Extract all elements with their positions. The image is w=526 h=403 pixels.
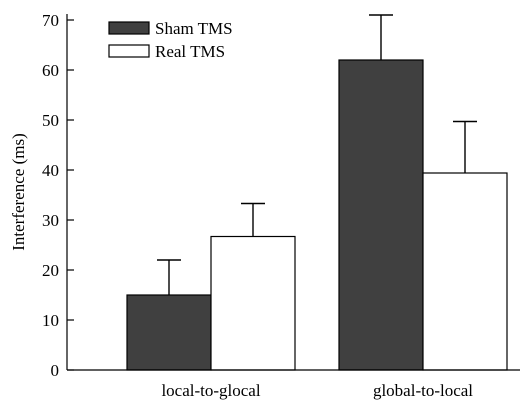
y-tick-label: 0 [51,361,60,380]
bars-layer [126,59,508,371]
y-tick-label: 50 [42,111,59,130]
x-category-label: local-to-glocal [161,381,260,400]
y-tick-label: 40 [42,161,59,180]
y-tick-label: 10 [42,311,59,330]
y-tick-label: 30 [42,211,59,230]
legend-swatch-sham [108,21,150,35]
error-bars-layer [157,14,477,295]
y-tick-label: 20 [42,261,59,280]
bar-sham-local-to-glocal [126,294,212,371]
x-category-labels: local-to-glocal global-to-local [161,381,473,400]
y-axis-title: Interference (ms) [9,133,28,251]
bar-real-local-to-glocal [210,235,296,371]
legend: Sham TMS Real TMS [108,19,233,61]
legend-swatch-real [108,44,150,58]
axes [66,14,520,371]
y-ticks: 0 10 20 30 40 50 60 70 [42,11,74,380]
bar-sham-global-to-local [338,59,424,371]
y-tick-label: 60 [42,61,59,80]
legend-label-sham: Sham TMS [155,19,233,38]
bar-real-global-to-local [422,172,508,371]
x-category-label: global-to-local [373,381,473,400]
y-tick-label: 70 [42,11,59,30]
legend-label-real: Real TMS [155,42,225,61]
